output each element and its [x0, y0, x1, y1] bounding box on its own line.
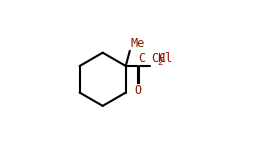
Text: Me: Me — [130, 37, 145, 50]
Text: O: O — [135, 84, 142, 97]
Text: 2: 2 — [157, 58, 162, 67]
Text: Cl: Cl — [159, 52, 173, 65]
Text: CH: CH — [151, 52, 165, 65]
Text: C: C — [139, 52, 145, 65]
